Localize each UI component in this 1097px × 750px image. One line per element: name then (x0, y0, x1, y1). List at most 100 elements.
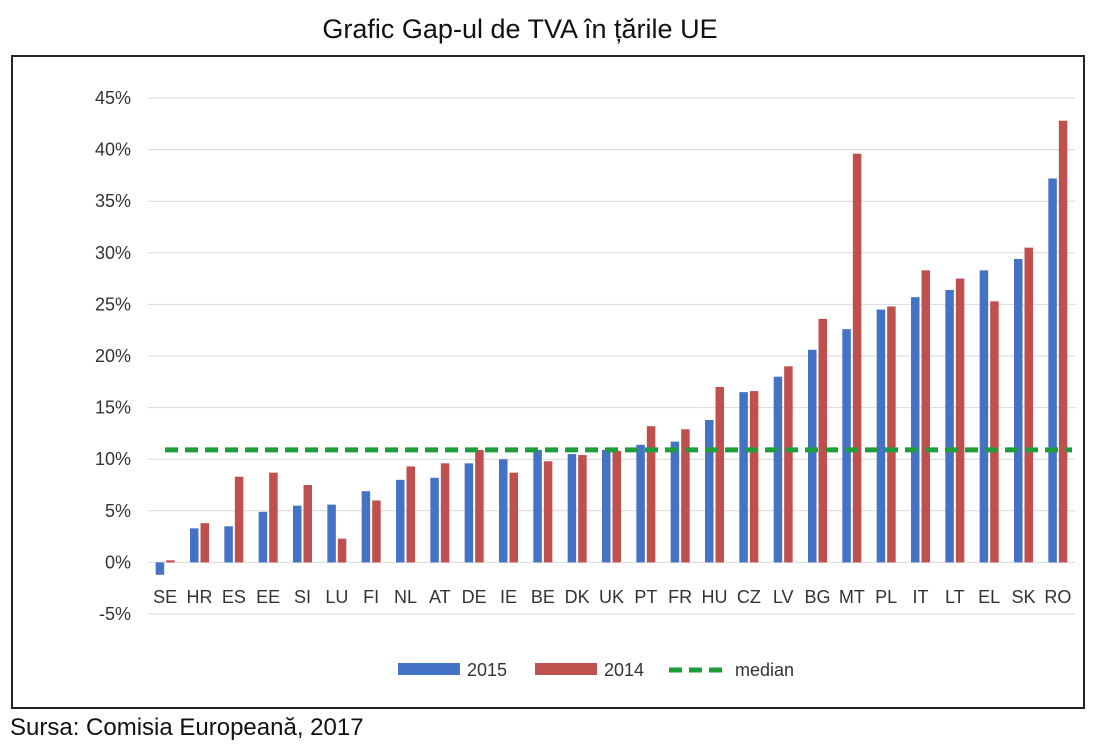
legend-swatch-2014 (535, 663, 597, 675)
y-axis-ticks: 45% 40% 35% 30% 25% 20% 15% 10% 5% 0% -5% (95, 88, 131, 624)
x-tick-label: DE (462, 587, 487, 607)
legend-label-2015: 2015 (467, 660, 507, 680)
bar-2015-DE (464, 463, 474, 563)
x-tick-label: AT (429, 587, 451, 607)
bar-2014-FR (681, 429, 690, 563)
bar-2015-ES (224, 526, 233, 563)
x-tick-label: LT (945, 587, 965, 607)
bar-2014-DE (475, 449, 484, 563)
bar-2014-IE (509, 472, 518, 563)
bar-2015-FR (670, 441, 680, 563)
bar-2014-IT (921, 270, 930, 563)
y-tick-label: 0% (105, 552, 131, 572)
x-tick-label: SE (153, 587, 177, 607)
y-tick-label: 10% (95, 449, 131, 469)
bar-2015-IE (499, 459, 508, 563)
bar-2015-LT (945, 289, 954, 563)
y-tick-label: 30% (95, 243, 131, 263)
x-tick-label: UK (599, 587, 624, 607)
x-tick-label: IE (500, 587, 517, 607)
bar-2014-AT (440, 463, 450, 563)
x-axis-labels: SE HR ES EE SI LU FI NL AT DE IE BE DK UK PT FR HU CZ LV BG… (153, 587, 1071, 607)
y-tick-label: 35% (95, 191, 131, 211)
bar-2014-LU (337, 538, 347, 563)
legend-label-median: median (735, 660, 794, 680)
bar-2015-DK (567, 454, 577, 563)
legend-swatch-2015 (398, 663, 460, 675)
bar-2015-BE (533, 449, 542, 563)
x-tick-label: LV (773, 587, 794, 607)
x-tick-label: BG (804, 587, 830, 607)
bar-2014-BG (818, 318, 827, 563)
bar-2015-EE (258, 511, 268, 563)
bar-2014-SK (1024, 247, 1033, 563)
bars (155, 120, 1068, 575)
bar-2014-ES (234, 476, 244, 563)
y-tick-label: 5% (105, 501, 131, 521)
bar-2014-EL (990, 301, 999, 563)
x-tick-label: FR (668, 587, 692, 607)
bar-2015-EL (979, 270, 989, 563)
bar-2014-SI (303, 485, 312, 563)
bar-2015-HU (705, 419, 714, 563)
bar-2015-IT (911, 297, 920, 563)
x-tick-label: HR (187, 587, 213, 607)
bar-2015-NL (396, 479, 405, 563)
x-tick-label: PL (875, 587, 897, 607)
x-tick-label: NL (394, 587, 417, 607)
x-tick-label: ES (222, 587, 246, 607)
bar-2014-HR (200, 523, 209, 563)
bar-2015-SE (155, 562, 165, 575)
legend-label-2014: 2014 (604, 660, 644, 680)
y-tick-label: 40% (95, 140, 131, 160)
bar-2015-LV (773, 376, 783, 563)
bar-2015-PL (876, 309, 886, 563)
bar-2014-HU (715, 386, 724, 563)
x-tick-label: DK (565, 587, 590, 607)
y-tick-label: 20% (95, 346, 131, 366)
y-tick-label: 25% (95, 294, 131, 314)
x-tick-label: HU (702, 587, 728, 607)
bar-2014-PL (887, 306, 896, 563)
chart-title: Grafic Gap-ul de TVA în țările UE (322, 14, 718, 44)
x-tick-label: SK (1011, 587, 1035, 607)
bar-2014-BE (543, 461, 553, 563)
bar-2015-CZ (739, 392, 748, 563)
x-tick-label: IT (913, 587, 929, 607)
x-tick-label: BE (531, 587, 555, 607)
bar-2015-UK (602, 449, 611, 563)
bar-2015-FI (361, 491, 371, 563)
bar-2015-MT (842, 329, 851, 563)
bar-2014-PT (646, 426, 656, 563)
x-tick-label: FI (363, 587, 379, 607)
bar-2014-MT (852, 153, 862, 563)
bar-2014-UK (612, 450, 621, 563)
bar-2015-RO (1048, 178, 1057, 563)
bar-2014-CZ (749, 391, 759, 563)
bar-2014-FI (372, 500, 381, 563)
x-tick-label: RO (1044, 587, 1071, 607)
source-note: Sursa: Comisia Europeană, 2017 (10, 714, 364, 741)
bar-2014-LT (955, 278, 965, 563)
x-tick-label: SI (294, 587, 311, 607)
x-tick-label: EL (978, 587, 1000, 607)
bar-2015-LU (327, 504, 336, 563)
bar-2014-RO (1058, 120, 1068, 563)
bar-2014-SE (166, 560, 175, 563)
y-tick-label: -5% (99, 604, 131, 624)
chart-frame: 45% 40% 35% 30% 25% 20% 15% 10% 5% 0% -5% SE HR ES EE… (11, 55, 1085, 709)
gridlines (148, 97, 1075, 615)
bar-2014-NL (406, 466, 415, 563)
x-tick-label: LU (325, 587, 348, 607)
bar-2015-SK (1014, 258, 1023, 563)
bar-2015-PT (636, 444, 645, 563)
x-tick-label: CZ (737, 587, 761, 607)
legend: 2015 2014 median (398, 660, 794, 680)
bar-2015-HR (190, 528, 199, 563)
bar-2015-SI (293, 505, 302, 563)
bar-2015-AT (430, 477, 439, 563)
bar-2014-DK (578, 455, 587, 563)
y-tick-label: 45% (95, 88, 131, 108)
bar-2015-BG (808, 349, 817, 563)
x-tick-label: MT (839, 587, 865, 607)
